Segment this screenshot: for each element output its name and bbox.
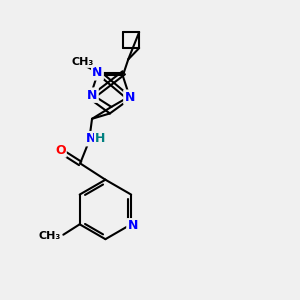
Text: O: O bbox=[55, 143, 66, 157]
Text: N: N bbox=[92, 66, 103, 79]
Text: N: N bbox=[124, 91, 135, 104]
Text: CH₃: CH₃ bbox=[71, 57, 94, 67]
Text: N: N bbox=[128, 219, 138, 232]
Text: N: N bbox=[86, 132, 97, 145]
Text: CH₃: CH₃ bbox=[38, 231, 60, 241]
Text: H: H bbox=[95, 132, 106, 145]
Text: N: N bbox=[87, 89, 98, 102]
